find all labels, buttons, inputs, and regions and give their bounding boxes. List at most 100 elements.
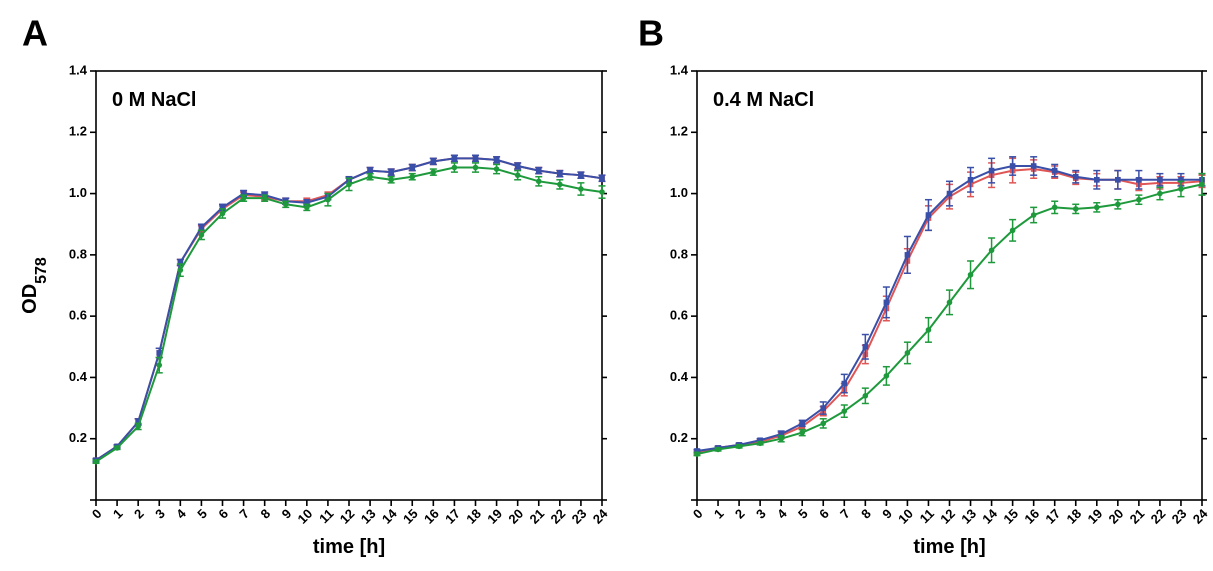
data-point (367, 173, 373, 180)
data-point (1157, 190, 1163, 197)
y-tick-label: 1.2 (670, 124, 688, 139)
data-point (694, 448, 700, 454)
x-tick-label: 5 (795, 506, 811, 522)
data-point (367, 167, 373, 174)
data-point (156, 362, 163, 368)
x-tick-label: 1 (711, 506, 727, 522)
x-tick-label: 15 (1000, 506, 1021, 527)
data-point (757, 440, 763, 447)
x-tick-label: 5 (194, 506, 210, 522)
data-point (451, 155, 458, 162)
data-point (1115, 201, 1121, 208)
data-point (177, 259, 184, 266)
condition-label: 0.4 M NaCl (713, 89, 814, 111)
x-tick-label: 3 (152, 506, 168, 522)
data-point (1136, 176, 1142, 183)
data-point (1157, 176, 1163, 183)
data-point (988, 167, 995, 174)
series-3 (693, 172, 1206, 457)
data-point (715, 446, 721, 453)
data-point (757, 437, 763, 444)
data-point (282, 201, 289, 208)
data-point (325, 196, 331, 203)
data-point (493, 166, 500, 172)
series-line (696, 183, 1203, 456)
y-axis-title-subscript: 578 (33, 257, 50, 284)
data-point (904, 252, 911, 258)
x-tick-label: 19 (484, 506, 505, 527)
data-point (535, 167, 542, 174)
x-tick-label: 20 (1106, 506, 1127, 527)
data-point (925, 212, 932, 218)
data-point (346, 181, 352, 188)
chart-panel-a: A0.20.40.60.81.01.21.40 1 2 3 4 5 6 7 8 9 10 11 12 13… (19, 13, 611, 558)
data-point (472, 155, 479, 162)
x-tick-label: 22 (1148, 506, 1169, 527)
data-point (535, 178, 542, 185)
x-tick-label: 1 (110, 506, 126, 522)
data-point (946, 190, 953, 197)
data-point (841, 408, 848, 414)
x-tick-label: 14 (379, 505, 400, 526)
data-point (967, 176, 974, 183)
data-point (904, 350, 911, 356)
data-point (1178, 176, 1184, 183)
x-tick-label: 21 (1127, 506, 1148, 527)
data-point (820, 420, 827, 427)
x-tick-label: 2 (131, 506, 147, 522)
data-point (988, 247, 995, 254)
data-point (409, 173, 416, 180)
x-tick-label: 6 (215, 506, 231, 522)
data-point (1030, 163, 1037, 169)
data-point (1009, 227, 1016, 234)
x-tick-label: 7 (236, 506, 252, 522)
data-point (135, 423, 141, 430)
x-tick-label: 24 (590, 505, 611, 526)
y-tick-label: 1.0 (69, 185, 87, 200)
x-tick-label: 20 (505, 506, 526, 527)
data-point (799, 429, 806, 436)
data-point (820, 405, 827, 411)
condition-label: 0 M NaCl (112, 89, 196, 111)
x-tick-label: 15 (400, 506, 421, 527)
data-point (388, 176, 394, 183)
x-tick-label: 9 (279, 506, 295, 522)
x-tick-label: 13 (358, 506, 379, 527)
data-point (1030, 212, 1037, 218)
data-point (493, 157, 500, 163)
y-tick-label: 0.6 (670, 308, 688, 323)
data-point (93, 458, 99, 465)
data-point (114, 445, 120, 451)
x-tick-label: 10 (295, 506, 316, 527)
data-point (778, 431, 784, 437)
x-tick-label: 13 (958, 506, 979, 527)
x-axis-title: time [h] (313, 536, 385, 558)
y-axis-title-main: OD (19, 284, 41, 314)
x-tick-label: 17 (442, 506, 463, 527)
data-point (240, 195, 247, 201)
x-tick-label: 18 (1063, 506, 1084, 527)
data-point (883, 299, 890, 306)
data-point (925, 327, 932, 333)
data-point (156, 350, 163, 356)
x-tick-label: 11 (917, 506, 937, 526)
series-3 (92, 162, 606, 465)
x-tick-label: 11 (316, 506, 336, 526)
data-point (135, 419, 141, 425)
x-tick-label: 17 (1042, 506, 1063, 527)
data-point (599, 175, 605, 182)
y-tick-label: 0.4 (670, 369, 689, 384)
data-point (430, 158, 437, 165)
x-tick-label: 24 (1190, 505, 1211, 526)
data-point (198, 224, 205, 231)
x-tick-label: 21 (526, 506, 547, 527)
x-tick-label: 8 (257, 506, 273, 522)
data-point (862, 393, 869, 399)
panel-letter: B (638, 13, 664, 54)
data-point (1072, 206, 1079, 212)
data-point (304, 199, 310, 206)
x-tick-label: 12 (337, 506, 358, 527)
x-tick-label: 0 (690, 506, 706, 522)
data-point (946, 299, 953, 306)
